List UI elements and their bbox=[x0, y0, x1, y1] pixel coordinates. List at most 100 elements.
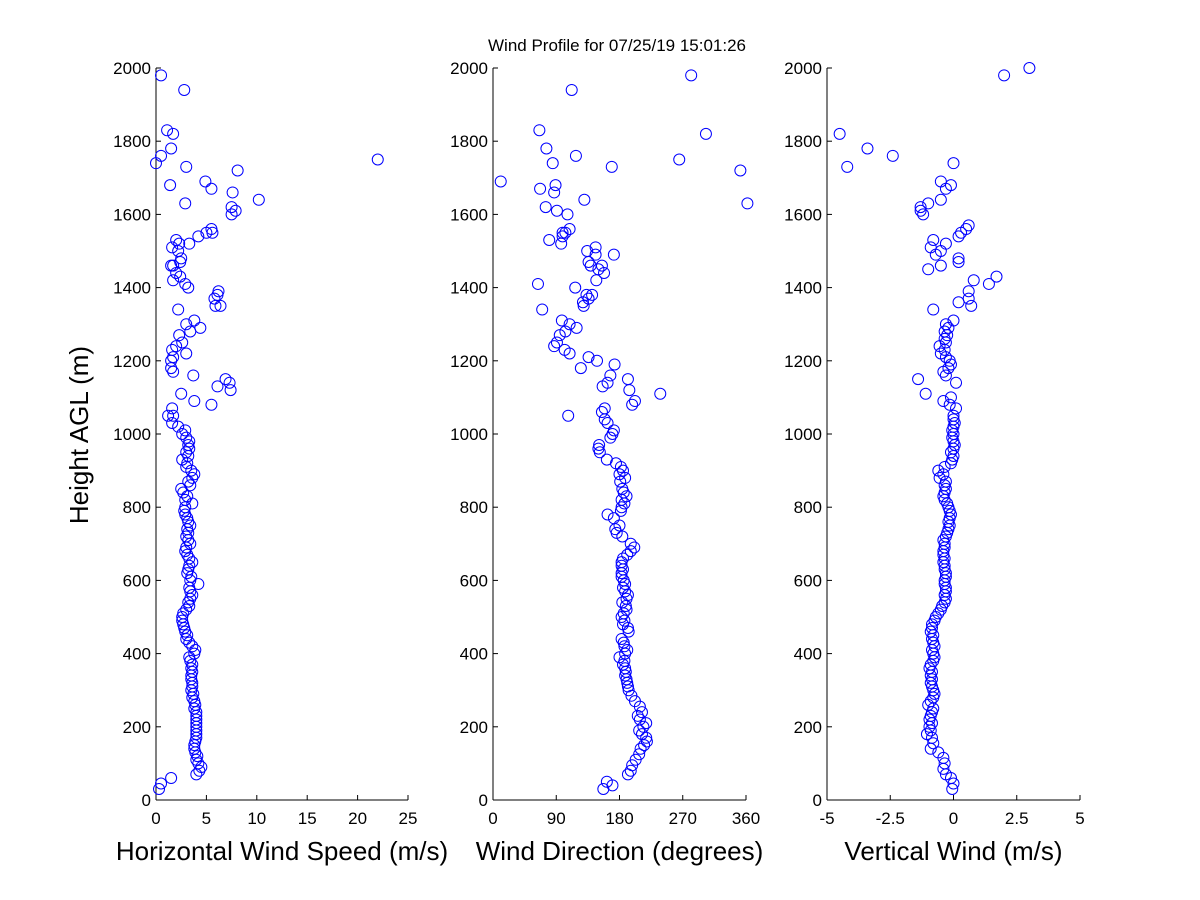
data-point bbox=[962, 219, 975, 232]
data-point bbox=[578, 193, 591, 206]
data-point bbox=[654, 387, 667, 400]
y-tick-label: 1600 bbox=[450, 205, 488, 224]
x-tick-label: 0 bbox=[488, 809, 497, 828]
data-point bbox=[172, 303, 185, 316]
data-point bbox=[952, 230, 965, 243]
data-point bbox=[548, 340, 561, 353]
x-axis-label: Vertical Wind (m/s) bbox=[844, 836, 1062, 866]
y-tick-label: 600 bbox=[460, 571, 488, 590]
data-point bbox=[607, 248, 620, 261]
data-point bbox=[225, 201, 238, 214]
data-point bbox=[558, 343, 571, 356]
data-point bbox=[621, 548, 634, 561]
x-tick-label: 0 bbox=[949, 809, 958, 828]
data-points bbox=[150, 69, 384, 796]
data-point bbox=[155, 149, 168, 162]
data-point bbox=[924, 241, 937, 254]
chart-title: Wind Profile for 07/25/19 15:01:26 bbox=[488, 36, 746, 55]
data-point bbox=[933, 471, 946, 484]
data-point bbox=[534, 182, 547, 195]
y-tick-label: 400 bbox=[794, 645, 822, 664]
data-point bbox=[936, 600, 949, 613]
data-point bbox=[188, 468, 201, 481]
data-point bbox=[965, 299, 978, 312]
x-tick-label: 2.5 bbox=[1005, 809, 1029, 828]
data-point bbox=[561, 208, 574, 221]
data-point bbox=[563, 223, 576, 236]
data-point bbox=[734, 164, 747, 177]
data-point bbox=[592, 263, 605, 276]
data-point bbox=[685, 69, 698, 82]
x-tick-label: 5 bbox=[1075, 809, 1084, 828]
data-point bbox=[628, 395, 641, 408]
data-point bbox=[166, 417, 179, 430]
data-point bbox=[932, 607, 945, 620]
data-point bbox=[624, 545, 637, 558]
data-point bbox=[589, 248, 602, 261]
data-point bbox=[947, 157, 960, 170]
data-point bbox=[938, 460, 951, 473]
data-point bbox=[192, 230, 205, 243]
x-tick-label: 270 bbox=[669, 809, 697, 828]
data-point bbox=[938, 757, 951, 770]
data-point bbox=[934, 175, 947, 188]
data-point bbox=[531, 277, 544, 290]
data-point bbox=[608, 358, 621, 371]
data-point bbox=[153, 783, 166, 796]
data-point bbox=[559, 325, 572, 338]
data-point bbox=[164, 179, 177, 192]
data-point bbox=[947, 777, 960, 790]
y-tick-label: 2000 bbox=[784, 59, 822, 78]
data-point bbox=[223, 376, 236, 389]
data-point bbox=[619, 662, 632, 675]
data-point bbox=[886, 149, 899, 162]
data-points bbox=[494, 69, 754, 796]
data-point bbox=[944, 446, 957, 459]
data-point bbox=[155, 69, 168, 82]
data-point bbox=[950, 402, 963, 415]
y-tick-label: 1400 bbox=[113, 279, 151, 298]
data-point bbox=[570, 321, 583, 334]
data-point bbox=[637, 720, 650, 733]
y-tick-label: 0 bbox=[142, 791, 151, 810]
data-point bbox=[161, 124, 174, 137]
data-points bbox=[833, 62, 1036, 796]
data-point bbox=[952, 255, 965, 268]
data-point bbox=[175, 387, 188, 400]
data-point bbox=[962, 292, 975, 305]
data-point bbox=[584, 259, 597, 272]
data-point bbox=[914, 204, 927, 217]
data-point bbox=[177, 607, 190, 620]
data-point bbox=[615, 501, 628, 514]
data-point bbox=[224, 384, 237, 397]
data-point bbox=[581, 245, 594, 257]
data-point bbox=[371, 153, 384, 166]
y-tick-label: 1800 bbox=[113, 132, 151, 151]
data-point bbox=[621, 680, 634, 693]
data-point bbox=[231, 164, 244, 177]
data-point bbox=[616, 482, 629, 495]
data-point bbox=[613, 468, 626, 481]
data-point bbox=[617, 552, 630, 565]
data-point bbox=[173, 329, 186, 342]
x-axis-label: Horizontal Wind Speed (m/s) bbox=[116, 836, 448, 866]
data-point bbox=[604, 369, 617, 382]
data-point bbox=[939, 475, 952, 488]
data-point bbox=[600, 453, 613, 466]
data-point bbox=[934, 259, 947, 272]
data-point bbox=[569, 281, 582, 294]
data-point bbox=[182, 475, 195, 488]
data-point bbox=[172, 420, 185, 433]
y-tick-label: 800 bbox=[460, 498, 488, 517]
data-point bbox=[934, 347, 947, 360]
data-point bbox=[179, 197, 192, 210]
data-point bbox=[601, 417, 614, 430]
data-point bbox=[192, 578, 205, 591]
data-point bbox=[229, 204, 242, 217]
data-point bbox=[582, 292, 595, 305]
data-point bbox=[947, 409, 960, 422]
data-point bbox=[592, 442, 605, 455]
data-point bbox=[167, 409, 180, 422]
data-point bbox=[194, 321, 207, 334]
